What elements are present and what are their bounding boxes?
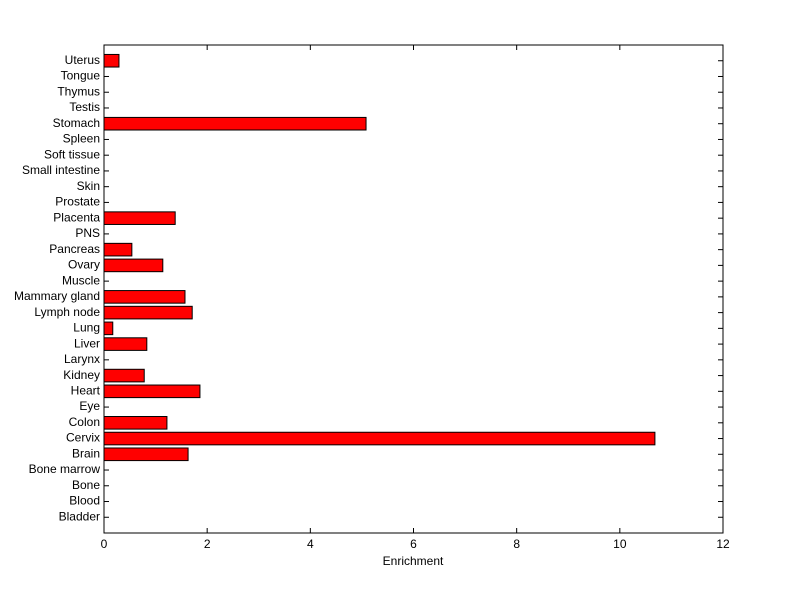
y-tick-label: Blood <box>69 494 100 508</box>
x-tick-label: 4 <box>307 537 314 551</box>
y-tick-label: Testis <box>69 100 100 114</box>
y-tick-label: Prostate <box>55 195 100 209</box>
bar <box>103 305 193 320</box>
y-tick-label: Thymus <box>57 84 100 98</box>
bar <box>103 258 164 273</box>
y-tick-label: Liver <box>74 336 100 350</box>
y-tick-label: Bone <box>72 478 100 492</box>
x-tick-label: 12 <box>716 537 730 551</box>
bar <box>103 416 168 430</box>
y-tick-label: Colon <box>69 415 100 429</box>
bar <box>103 290 186 304</box>
bar <box>103 211 176 225</box>
y-tick-label: Uterus <box>65 53 100 67</box>
y-tick-label: Spleen <box>63 132 100 146</box>
y-tick-label: Pancreas <box>49 242 100 256</box>
x-tick-label: 2 <box>204 537 211 551</box>
bar <box>103 337 148 351</box>
y-tick-label: Lung <box>73 321 100 335</box>
y-tick-label: Mammary gland <box>14 289 100 303</box>
bar <box>103 368 145 383</box>
y-tick-label: Small intestine <box>22 163 100 177</box>
y-tick-label: Tongue <box>61 69 101 83</box>
bar <box>103 321 114 336</box>
y-tick-label: Placenta <box>53 210 100 224</box>
bar <box>103 116 367 131</box>
y-tick-label: Soft tissue <box>44 147 100 161</box>
bar <box>103 242 133 257</box>
x-tick-label: 8 <box>513 537 520 551</box>
x-tick-label: 0 <box>101 537 108 551</box>
y-tick-label: Cervix <box>66 431 100 445</box>
bar <box>103 53 120 68</box>
y-tick-label: Kidney <box>63 368 100 382</box>
x-tick-label: 6 <box>410 537 417 551</box>
x-tick-label: 10 <box>613 537 627 551</box>
y-tick-label: Muscle <box>62 273 100 287</box>
bar <box>103 384 201 399</box>
y-tick-label: Brain <box>72 446 100 460</box>
x-axis-label: Enrichment <box>383 554 444 568</box>
y-tick-label: Larynx <box>64 352 100 366</box>
y-tick-label: Bladder <box>59 509 100 523</box>
y-tick-label: Skin <box>77 179 100 193</box>
bar <box>103 431 656 446</box>
y-tick-label: Ovary <box>68 258 100 272</box>
y-tick-label: Lymph node <box>34 305 100 319</box>
y-tick-label: Bone marrow <box>29 462 101 476</box>
y-tick-label: PNS <box>75 226 100 240</box>
y-tick-label: Stomach <box>53 116 100 130</box>
bar <box>103 447 189 462</box>
y-tick-label: Eye <box>79 399 100 413</box>
y-tick-label: Heart <box>71 383 101 397</box>
